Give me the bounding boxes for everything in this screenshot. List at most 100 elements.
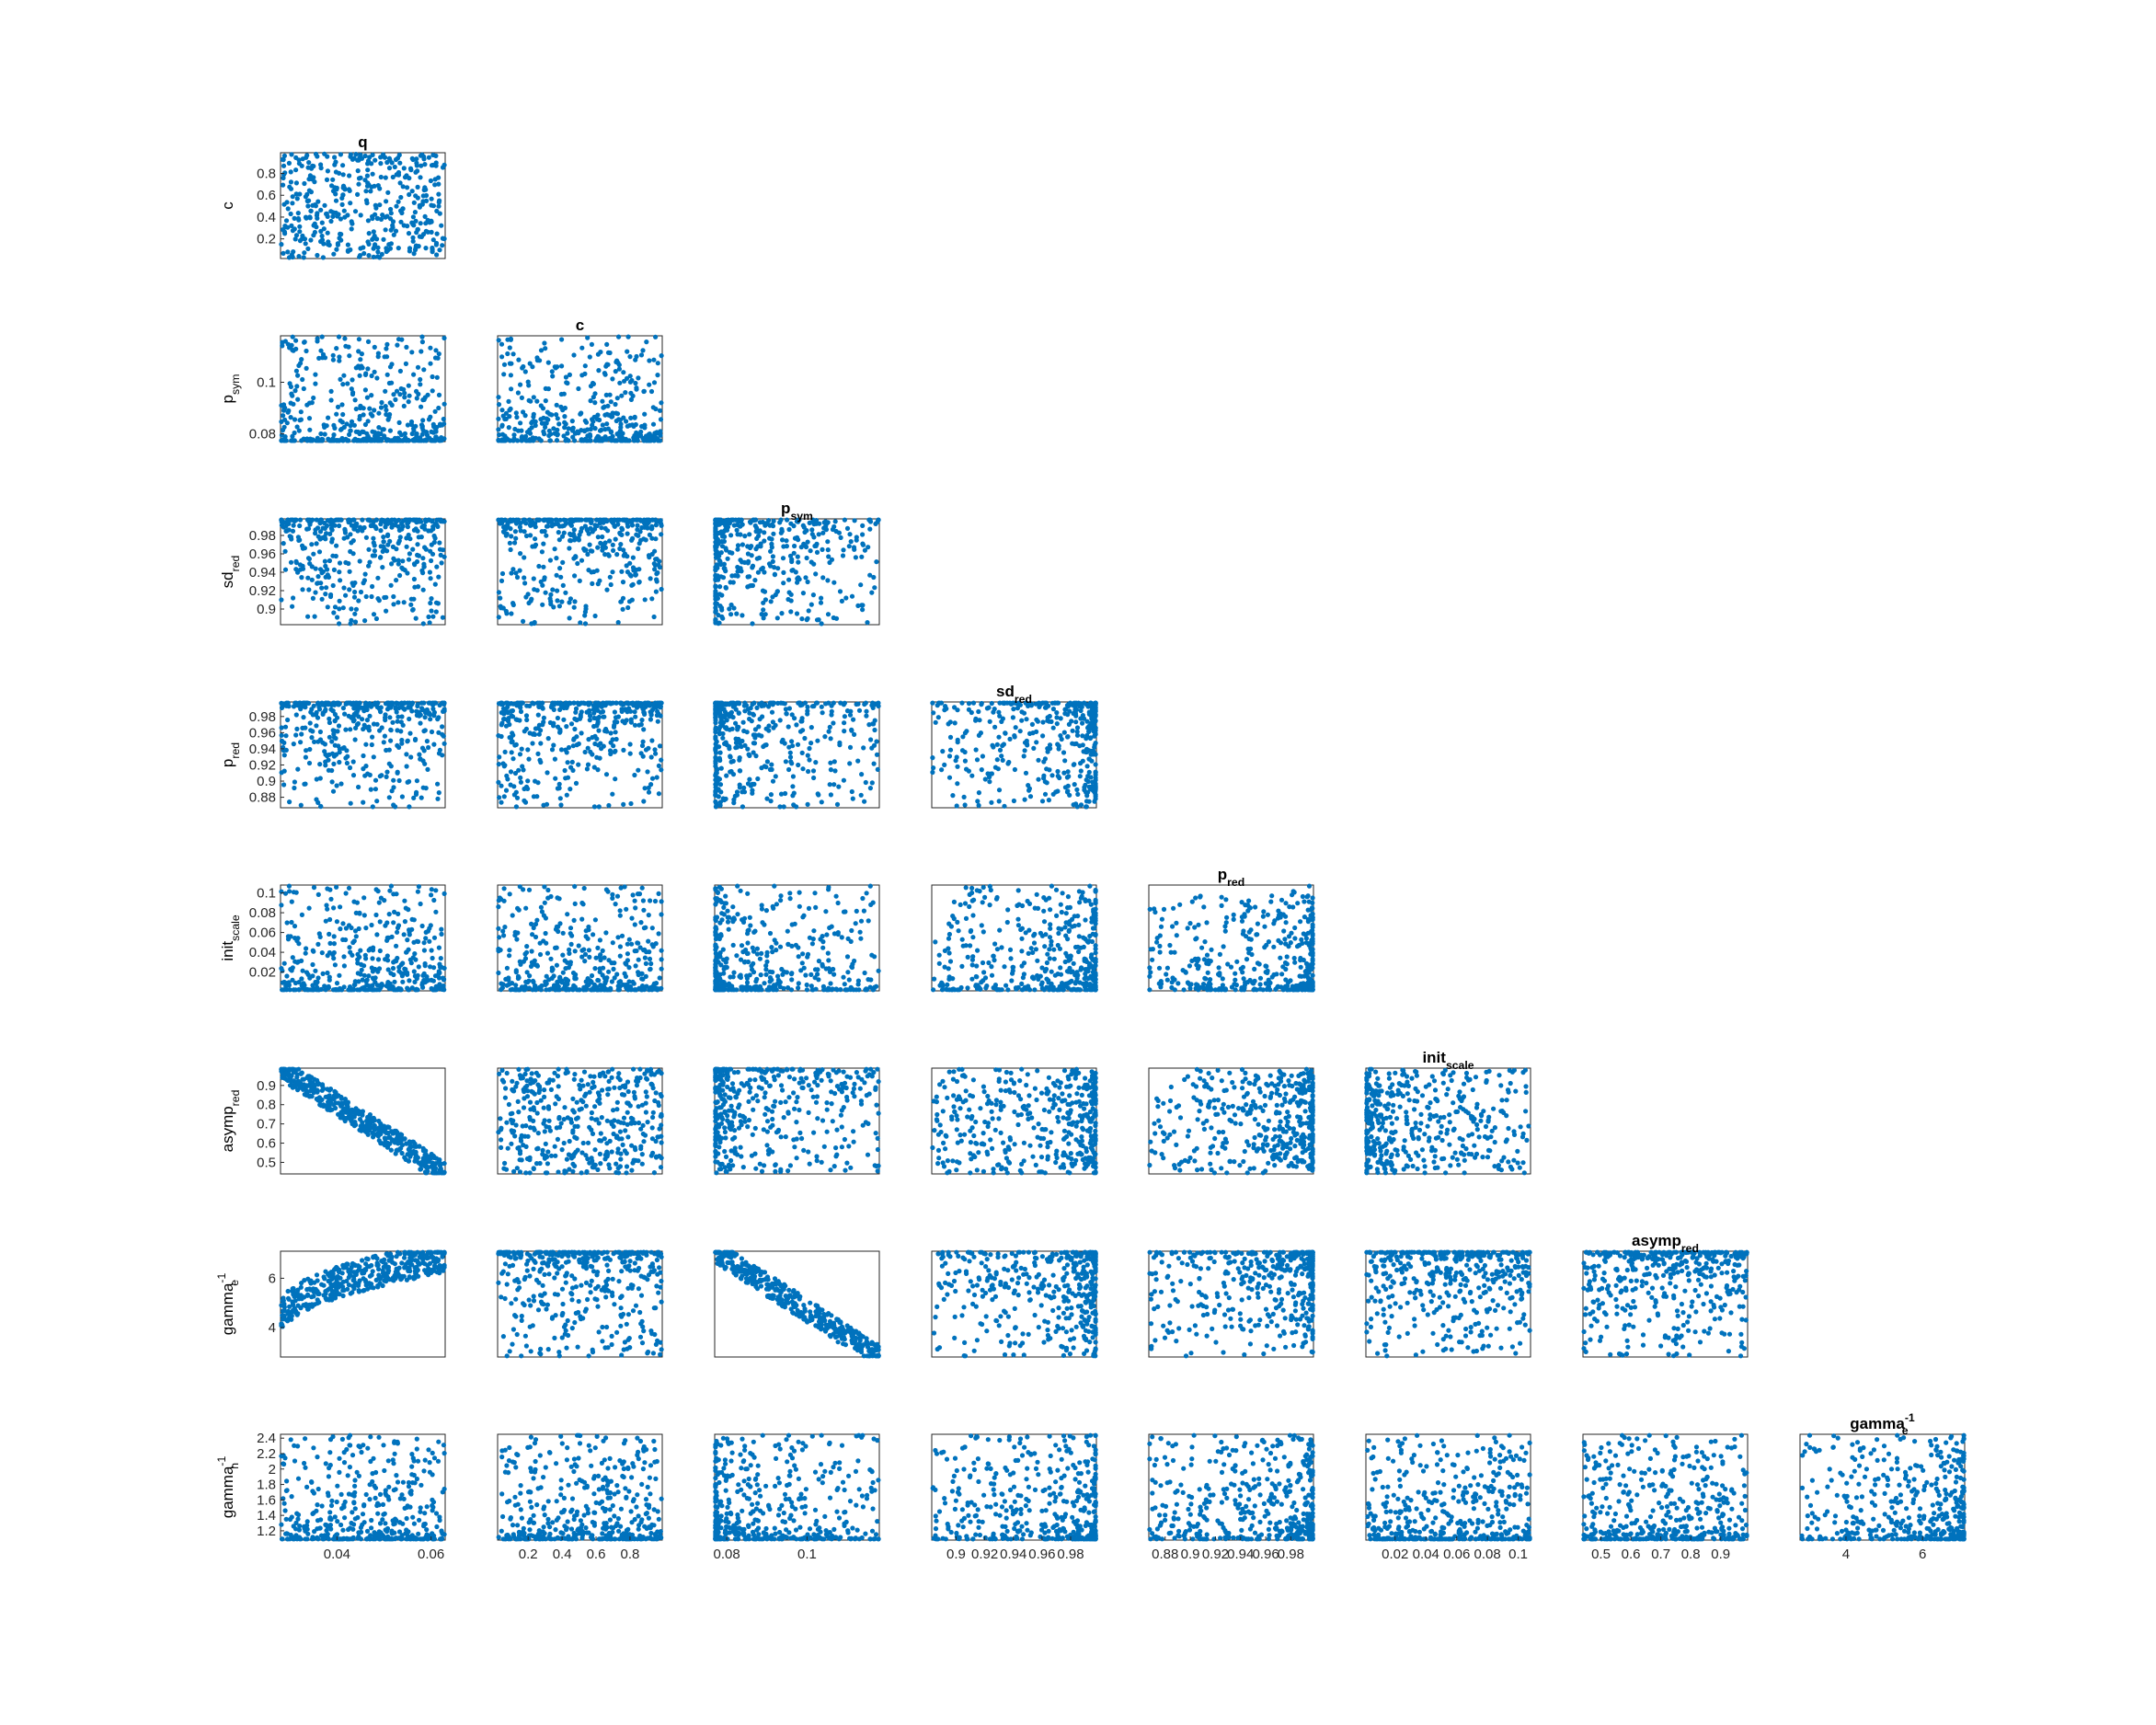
data-point [370, 969, 375, 974]
data-point [415, 552, 420, 558]
data-point [749, 719, 754, 724]
data-point [754, 556, 760, 561]
data-point [386, 242, 392, 247]
data-point [357, 558, 362, 564]
data-point [979, 700, 984, 707]
data-point [973, 747, 979, 753]
data-point [529, 949, 534, 954]
data-point [421, 948, 427, 953]
data-point [299, 912, 304, 918]
data-point [348, 949, 353, 955]
data-point [638, 721, 644, 728]
data-point [523, 438, 529, 443]
data-point [653, 334, 659, 339]
data-point [312, 614, 317, 619]
data-point [780, 537, 786, 543]
data-point [653, 751, 659, 756]
data-point [423, 707, 429, 713]
data-point [407, 804, 412, 810]
data-point [641, 536, 647, 542]
data-point [855, 603, 861, 609]
data-point [1078, 768, 1084, 774]
data-point [314, 517, 319, 523]
data-point [1012, 733, 1017, 739]
data-point [383, 214, 388, 220]
data-point [834, 801, 841, 808]
data-point [288, 559, 294, 565]
data-point [533, 542, 539, 547]
data-point [290, 528, 296, 534]
data-point [522, 581, 528, 586]
data-point [755, 776, 761, 782]
data-point [378, 431, 384, 437]
data-point [713, 601, 718, 607]
data-point [766, 518, 772, 523]
data-point [600, 422, 605, 428]
data-point [563, 421, 568, 427]
data-point [825, 547, 831, 553]
data-point [609, 960, 614, 966]
y-tick-label: 0.08 [249, 427, 276, 443]
data-point [789, 558, 795, 565]
data-point [343, 926, 349, 931]
data-point [290, 955, 295, 960]
data-point [317, 776, 323, 781]
data-point [751, 741, 758, 746]
data-point [305, 575, 311, 581]
data-point [564, 380, 569, 385]
data-point [1027, 794, 1034, 799]
data-point [352, 397, 358, 403]
data-point [382, 898, 387, 903]
data-point [734, 527, 740, 533]
data-point [627, 374, 633, 379]
data-point [517, 568, 522, 573]
data-point [795, 554, 800, 559]
data-point [404, 344, 409, 350]
data-point [318, 207, 324, 213]
data-point [349, 419, 355, 424]
data-point [384, 707, 391, 712]
data-point [405, 521, 410, 526]
data-point [440, 986, 445, 992]
data-point [553, 945, 558, 950]
data-point [944, 706, 949, 711]
data-point [753, 753, 759, 759]
data-point [421, 940, 427, 946]
data-point [571, 917, 577, 924]
data-point [773, 774, 778, 779]
data-point [867, 786, 874, 791]
data-point [522, 555, 527, 560]
data-point [1080, 720, 1085, 726]
data-point [378, 405, 384, 410]
data-point [610, 376, 615, 382]
data-point [526, 383, 532, 388]
data-point [390, 719, 396, 725]
data-point [324, 585, 329, 591]
data-point [338, 578, 343, 583]
data-point [954, 803, 959, 809]
data-point [415, 184, 420, 190]
data-point [619, 933, 625, 938]
data-point [831, 580, 837, 585]
data-point [734, 789, 740, 795]
data-point [872, 727, 877, 733]
data-point [631, 423, 636, 429]
data-point [405, 570, 410, 576]
data-point [620, 719, 625, 724]
data-point [419, 795, 424, 800]
data-point [316, 355, 322, 361]
data-point [606, 802, 612, 809]
data-point [614, 893, 621, 899]
data-point [585, 335, 591, 340]
data-point [423, 246, 429, 251]
data-point [414, 396, 419, 401]
data-point [337, 358, 342, 363]
data-point [524, 944, 530, 949]
data-point [804, 617, 809, 623]
data-point [1049, 719, 1054, 725]
data-point [630, 979, 636, 984]
data-point [496, 733, 501, 739]
data-point [583, 420, 590, 425]
data-point [714, 551, 720, 557]
